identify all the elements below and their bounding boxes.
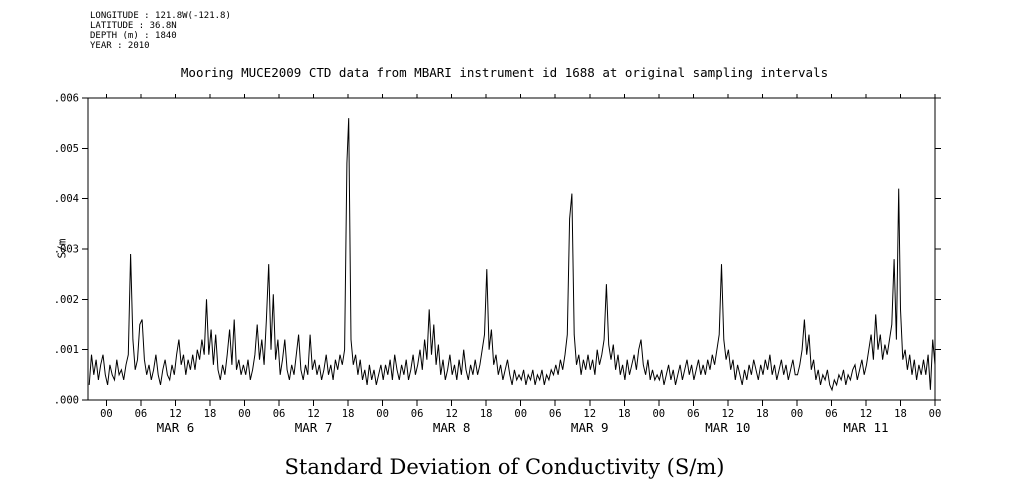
svg-text:06: 06 — [687, 408, 700, 420]
svg-text:12: 12 — [722, 408, 735, 420]
svg-text:.003: .003 — [54, 244, 79, 256]
svg-text:.004: .004 — [54, 193, 79, 205]
svg-text:.006: .006 — [54, 93, 79, 105]
svg-text:18: 18 — [756, 408, 769, 420]
svg-text:18: 18 — [618, 408, 631, 420]
svg-text:06: 06 — [825, 408, 838, 420]
svg-text:.005: .005 — [54, 143, 79, 155]
svg-text:18: 18 — [204, 408, 217, 420]
svg-text:00: 00 — [514, 408, 527, 420]
metadata-latitude: LATITUDE : 36.8N — [90, 21, 177, 31]
svg-text:12: 12 — [307, 408, 320, 420]
svg-text:00: 00 — [652, 408, 665, 420]
chart-title: Mooring MUCE2009 CTD data from MBARI ins… — [180, 65, 829, 80]
svg-text:.000: .000 — [54, 395, 79, 407]
svg-text:MAR 7: MAR 7 — [295, 420, 333, 435]
svg-text:12: 12 — [445, 408, 458, 420]
svg-text:00: 00 — [238, 408, 251, 420]
svg-text:12: 12 — [583, 408, 596, 420]
svg-text:.001: .001 — [54, 344, 79, 356]
svg-text:MAR 8: MAR 8 — [433, 420, 471, 435]
svg-text:MAR 11: MAR 11 — [843, 420, 888, 435]
svg-text:18: 18 — [894, 408, 907, 420]
svg-text:MAR 9: MAR 9 — [571, 420, 609, 435]
metadata-depth: DEPTH (m) : 1840 — [90, 31, 177, 41]
svg-text:00: 00 — [100, 408, 113, 420]
svg-text:06: 06 — [549, 408, 562, 420]
svg-text:MAR 10: MAR 10 — [705, 420, 750, 435]
svg-text:00: 00 — [376, 408, 389, 420]
svg-text:12: 12 — [169, 408, 182, 420]
svg-text:.002: .002 — [54, 294, 79, 306]
metadata-block: LONGITUDE : 121.8W(-121.8) LATITUDE : 36… — [90, 11, 231, 51]
svg-text:12: 12 — [860, 408, 873, 420]
metadata-longitude: LONGITUDE : 121.8W(-121.8) — [90, 11, 231, 21]
svg-text:06: 06 — [273, 408, 286, 420]
svg-text:MAR 6: MAR 6 — [157, 420, 195, 435]
svg-text:18: 18 — [342, 408, 355, 420]
svg-text:18: 18 — [480, 408, 493, 420]
svg-text:00: 00 — [791, 408, 804, 420]
svg-text:06: 06 — [411, 408, 424, 420]
svg-text:06: 06 — [135, 408, 148, 420]
metadata-year: YEAR : 2010 — [90, 41, 150, 51]
svg-text:00: 00 — [929, 408, 942, 420]
chart-footer-title: Standard Deviation of Conductivity (S/m) — [284, 455, 725, 479]
